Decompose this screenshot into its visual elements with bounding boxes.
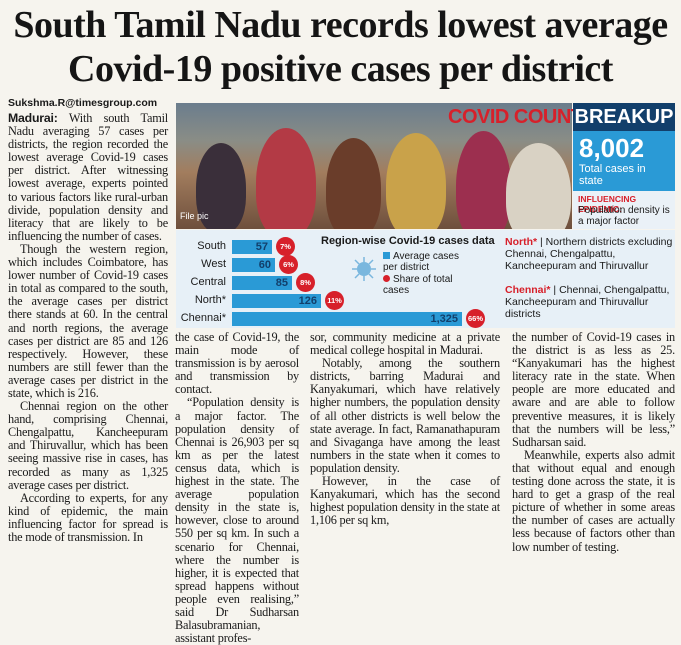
share-bubble: 11% — [325, 291, 344, 310]
virus-icon — [352, 257, 376, 281]
article-column-3: sor, community medicine at a private med… — [310, 330, 500, 528]
north-text: Northern districts excluding Chennai, Ch… — [505, 236, 673, 272]
photo-figure — [256, 128, 316, 229]
photo-figure — [386, 133, 446, 229]
north-tag: North* — [505, 236, 538, 248]
legend-swatch — [383, 275, 390, 282]
photo-figure — [326, 138, 381, 229]
article-paragraph: Though the western region, which include… — [8, 241, 168, 400]
bar-value-label: 60 — [258, 259, 271, 271]
chart-title: Region-wise Covid-19 cases data — [321, 235, 495, 247]
article-paragraph: “Population density is a major factor. T… — [175, 395, 299, 645]
article-column-2: the case of Covid-19, the main mode of t… — [175, 330, 299, 645]
article-paragraph: Notably, among the southern districts, b… — [310, 356, 500, 475]
article-paragraph: the case of Covid-19, the main mode of t… — [175, 330, 299, 397]
photo-figure — [196, 143, 246, 229]
protest-photo — [176, 103, 572, 229]
bar-value-label: 1,325 — [430, 313, 458, 325]
article-column-1: Madurai: With south Tamil Nadu averaging… — [8, 111, 169, 544]
article-paragraph: Chennai region on the other hand, compri… — [8, 399, 168, 492]
north-definition: North* | Northern districts excluding Ch… — [505, 236, 673, 272]
byline: Sukshma.R@timesgroup.com — [8, 97, 158, 109]
article-paragraph: sor, community medicine at a private med… — [310, 330, 500, 358]
share-bubble: 8% — [296, 273, 315, 292]
legend-item: Share of total cases — [383, 274, 463, 296]
category-label: North* — [194, 294, 226, 306]
legend-item: Average cases per district — [383, 251, 463, 273]
article-paragraph: the number of Covid-19 cases in the dist… — [512, 330, 675, 449]
share-bubble: 66% — [466, 309, 485, 328]
breakup-label: BREAKUP — [573, 103, 675, 131]
total-cases-label: Total cases in state — [579, 163, 646, 187]
total-cases-number: 8,002 — [579, 133, 645, 163]
headline-line-1: South Tamil Nadu records lowest average — [13, 4, 668, 46]
influencing-title: INFLUENCING EPIDEMIC: — [578, 194, 637, 214]
bar — [232, 240, 272, 254]
bar — [232, 312, 462, 326]
bar — [232, 258, 275, 272]
bar-value-label: 85 — [275, 277, 288, 289]
photo-caption: File pic — [180, 211, 209, 221]
category-label: Central — [190, 276, 226, 288]
category-label: Chennai* — [180, 312, 226, 324]
share-bubble: 6% — [279, 255, 298, 274]
bar-value-label: 57 — [255, 241, 268, 253]
influencing-text: Population density is a major factor — [578, 205, 670, 227]
chennai-definition: Chennai* | Chennai, Chengalpattu, Kanche… — [505, 284, 670, 320]
chart-legend: Average cases per district Share of tota… — [383, 251, 463, 298]
share-bubble: 7% — [276, 237, 295, 256]
article-paragraph: Madurai: With south Tamil Nadu averaging… — [8, 111, 169, 243]
bar — [232, 294, 321, 308]
paragraph-text: With south Tamil Nadu averaging 57 cases… — [8, 111, 169, 243]
photo-figure — [506, 143, 571, 229]
legend-swatch — [383, 252, 390, 259]
covid-count-title: COVID COUNT — [448, 106, 583, 128]
category-label: West — [201, 258, 226, 270]
chennai-tag: Chennai* — [505, 284, 551, 296]
article-column-4: the number of Covid-19 cases in the dist… — [512, 330, 675, 554]
article-paragraph: According to experts, for any kind of ep… — [8, 490, 168, 544]
legend-label: Share of total cases — [383, 274, 453, 296]
legend-label: Average cases per district — [383, 251, 459, 273]
headline-line-2: Covid-19 positive cases per district — [68, 48, 613, 90]
bar-value-label: 126 — [298, 295, 317, 307]
bar — [232, 276, 292, 290]
article-paragraph: However, in the case of Kanyakumari, whi… — [310, 474, 500, 528]
category-label: South — [197, 240, 226, 252]
photo-figure — [456, 131, 511, 229]
dateline: Madurai: — [8, 111, 58, 125]
chennai-text: Chennai, Chengalpattu, Kancheepuram and … — [505, 284, 670, 320]
article-paragraph: Meanwhile, experts also admit that witho… — [512, 447, 675, 554]
total-cases-box: 8,002 Total cases in state — [573, 131, 675, 191]
